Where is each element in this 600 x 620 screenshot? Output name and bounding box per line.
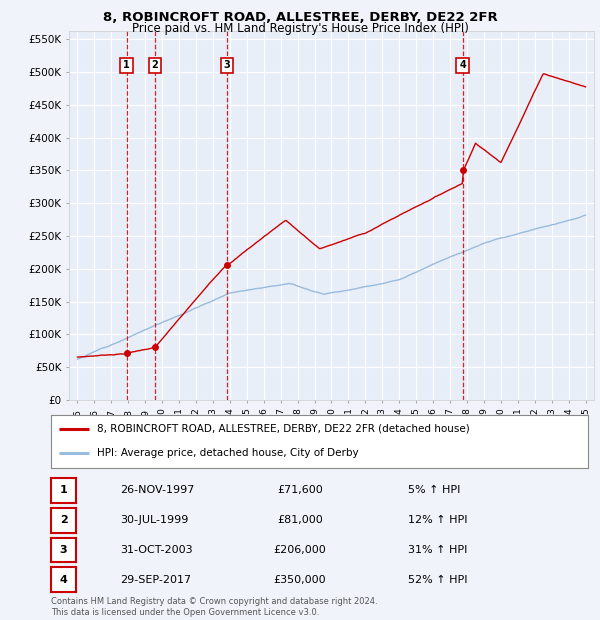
Text: 2: 2 (152, 60, 158, 71)
Text: 30-JUL-1999: 30-JUL-1999 (120, 515, 188, 525)
Text: 26-NOV-1997: 26-NOV-1997 (120, 485, 194, 495)
Text: Price paid vs. HM Land Registry's House Price Index (HPI): Price paid vs. HM Land Registry's House … (131, 22, 469, 35)
Text: 4: 4 (460, 60, 466, 71)
Text: 1: 1 (60, 485, 67, 495)
Text: 1: 1 (123, 60, 130, 71)
Text: 29-SEP-2017: 29-SEP-2017 (120, 575, 191, 585)
Text: 8, ROBINCROFT ROAD, ALLESTREE, DERBY, DE22 2FR (detached house): 8, ROBINCROFT ROAD, ALLESTREE, DERBY, DE… (97, 423, 469, 433)
Text: 31% ↑ HPI: 31% ↑ HPI (408, 545, 467, 555)
Text: 52% ↑ HPI: 52% ↑ HPI (408, 575, 467, 585)
Text: 5% ↑ HPI: 5% ↑ HPI (408, 485, 460, 495)
Text: £350,000: £350,000 (274, 575, 326, 585)
Text: 4: 4 (59, 575, 68, 585)
Text: Contains HM Land Registry data © Crown copyright and database right 2024.
This d: Contains HM Land Registry data © Crown c… (51, 598, 377, 617)
Text: 2: 2 (60, 515, 67, 525)
Text: £81,000: £81,000 (277, 515, 323, 525)
Text: 8, ROBINCROFT ROAD, ALLESTREE, DERBY, DE22 2FR: 8, ROBINCROFT ROAD, ALLESTREE, DERBY, DE… (103, 11, 497, 24)
Text: 12% ↑ HPI: 12% ↑ HPI (408, 515, 467, 525)
Text: £206,000: £206,000 (274, 545, 326, 555)
Text: 3: 3 (224, 60, 230, 71)
Text: £71,600: £71,600 (277, 485, 323, 495)
Text: 31-OCT-2003: 31-OCT-2003 (120, 545, 193, 555)
Text: HPI: Average price, detached house, City of Derby: HPI: Average price, detached house, City… (97, 448, 358, 458)
Text: 3: 3 (60, 545, 67, 555)
